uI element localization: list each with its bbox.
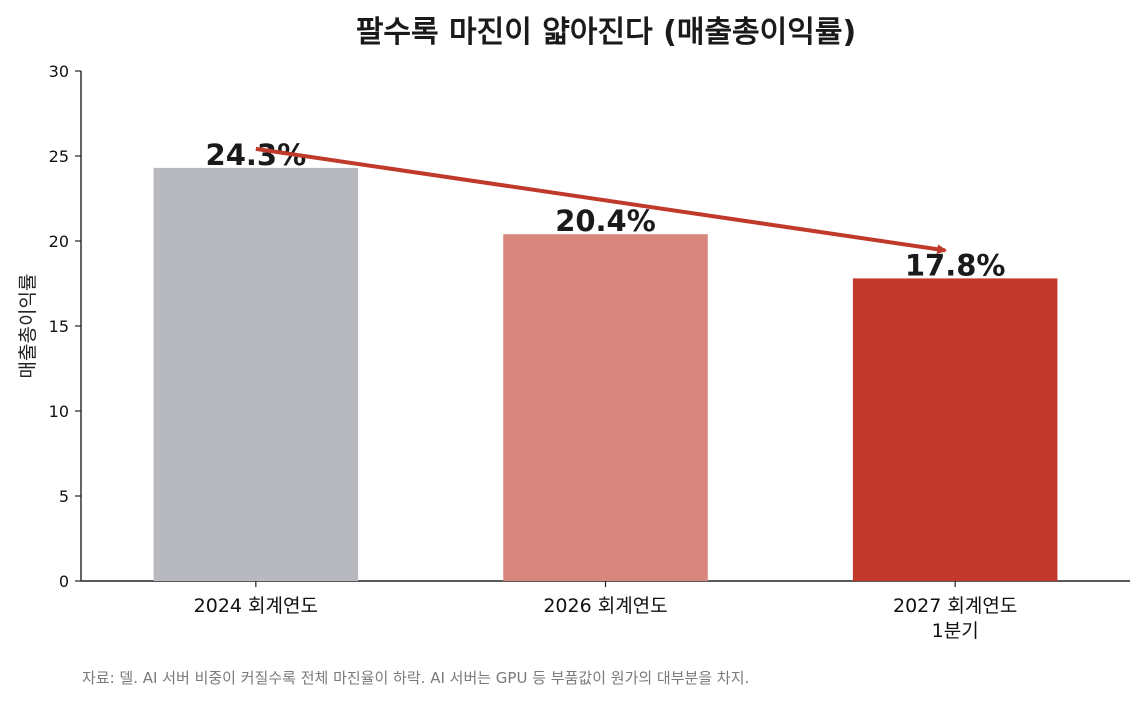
y-tick-label: 5 xyxy=(59,487,69,506)
chart-title: 팔수록 마진이 얇아진다 (매출총이익률) xyxy=(356,15,856,50)
source-note: 자료: 델. AI 서버 비중이 커질수록 전체 마진율이 하락. AI 서버는… xyxy=(82,669,749,687)
y-tick-label: 10 xyxy=(49,402,69,421)
bar xyxy=(153,167,359,581)
x-tick-label: 2024 회계연도 xyxy=(194,595,318,617)
data-label: 17.8% xyxy=(905,248,1006,282)
y-tick-label: 15 xyxy=(49,317,69,336)
x-tick-label: 1분기 xyxy=(932,620,979,642)
y-tick-label: 20 xyxy=(49,232,69,251)
bar xyxy=(852,278,1058,581)
y-tick-label: 25 xyxy=(49,147,69,166)
y-tick-label: 0 xyxy=(59,572,69,591)
data-label: 20.4% xyxy=(555,204,656,238)
x-tick-label: 2027 회계연도 xyxy=(893,595,1017,617)
y-axis-label: 매출총이익률 xyxy=(17,274,39,379)
x-tick-label: 2026 회계연도 xyxy=(543,595,667,617)
trend-arrow xyxy=(255,146,948,255)
y-tick-label: 30 xyxy=(49,62,69,81)
bar xyxy=(503,234,708,581)
